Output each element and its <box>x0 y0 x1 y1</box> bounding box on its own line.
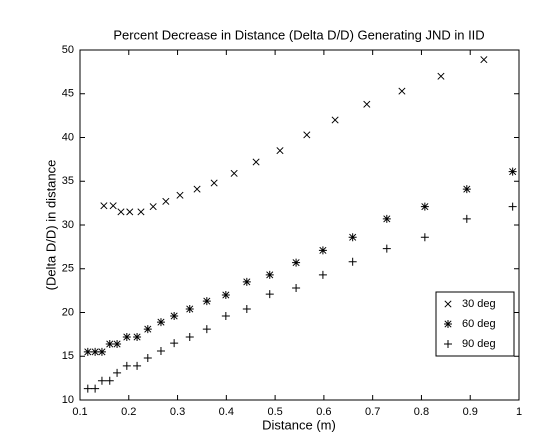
scatter-point <box>363 100 371 108</box>
scatter-point <box>122 361 131 370</box>
scatter-point <box>265 290 274 299</box>
scatter-point <box>170 339 179 348</box>
scatter-point <box>97 347 106 356</box>
x-tick-label: 0.3 <box>170 406 185 418</box>
scatter-point <box>420 202 429 211</box>
scatter-point <box>242 305 251 313</box>
scatter-point <box>292 258 301 267</box>
scatter-point <box>143 354 152 362</box>
scatter-point <box>420 233 429 242</box>
scatter-point <box>202 297 211 306</box>
scatter-point <box>252 158 260 166</box>
legend-label: 90 deg <box>462 338 496 350</box>
scatter-point <box>508 167 517 176</box>
x-tick-label: 1 <box>516 406 522 418</box>
x-tick-label: 0.4 <box>219 406 234 418</box>
scatter-point <box>113 368 122 377</box>
scatter-point <box>133 361 142 370</box>
scatter-point <box>170 312 179 320</box>
x-tick-label: 0.7 <box>365 406 380 418</box>
scatter-point <box>83 384 92 393</box>
scatter-point <box>185 333 194 341</box>
scatter-point <box>303 131 311 139</box>
scatter-point <box>202 325 211 334</box>
scatter-point <box>122 333 131 341</box>
scatter-point <box>480 56 488 64</box>
scatter-point <box>156 347 165 355</box>
scatter-point <box>437 72 445 80</box>
scatter-point <box>318 246 327 255</box>
y-tick-label: 15 <box>62 350 74 362</box>
scatter-point <box>133 333 142 341</box>
scatter-point <box>508 202 517 211</box>
x-tick-label: 0.8 <box>414 406 429 418</box>
scatter-point <box>105 376 114 385</box>
y-axis-label: (Delta D/D) in distance <box>43 160 58 291</box>
x-tick-label: 0.9 <box>463 406 478 418</box>
x-tick-label: 0.5 <box>267 406 282 418</box>
x-tick-label: 0.1 <box>72 406 87 418</box>
scatter-point <box>156 318 165 327</box>
y-tick-label: 50 <box>62 44 74 56</box>
scatter-point <box>143 325 152 334</box>
scatter-point <box>265 270 274 279</box>
scatter-point <box>97 376 106 385</box>
scatter-point <box>105 340 114 348</box>
x-axis-label: Distance (m) <box>262 417 336 432</box>
scatter-point <box>382 244 391 253</box>
scatter-point <box>276 147 284 155</box>
legend-label: 60 deg <box>462 318 496 330</box>
scatter-point <box>348 233 357 242</box>
y-tick-label: 40 <box>62 131 74 143</box>
chart-title: Percent Decrease in Distance (Delta D/D)… <box>113 27 484 42</box>
y-tick-label: 30 <box>62 219 74 231</box>
scatter-point <box>83 347 92 356</box>
scatter-point <box>137 208 145 216</box>
scatter-point <box>117 208 125 216</box>
legend-marker <box>444 300 452 308</box>
scatter-point <box>109 202 117 210</box>
scatter-point <box>462 214 471 223</box>
scatter-point <box>193 185 201 193</box>
scatter-point <box>176 191 184 199</box>
scatter-point <box>331 116 339 124</box>
scatter-point <box>113 340 122 348</box>
scatter-point <box>462 185 471 194</box>
scatter-point <box>348 257 357 266</box>
scatter-point <box>318 270 327 279</box>
scatter-point <box>149 203 157 211</box>
scatter-point <box>221 291 230 299</box>
scatter-point <box>100 202 108 210</box>
scatter-point <box>162 197 170 205</box>
y-tick-label: 35 <box>62 175 74 187</box>
scatter-point <box>91 384 100 393</box>
scatter-point <box>221 312 230 320</box>
scatter-point <box>292 284 301 292</box>
scatter-point <box>242 277 251 286</box>
x-tick-label: 0.2 <box>121 406 136 418</box>
y-tick-label: 20 <box>62 306 74 318</box>
scatter-point <box>91 347 100 356</box>
scatter-point <box>126 208 134 216</box>
legend-label: 30 deg <box>462 298 496 310</box>
y-tick-label: 45 <box>62 88 74 100</box>
scatter-point <box>185 305 194 313</box>
scatter-point <box>398 87 406 95</box>
scatter-point <box>382 214 391 223</box>
scatter-point <box>230 169 238 177</box>
x-tick-label: 0.6 <box>316 406 331 418</box>
y-tick-label: 10 <box>62 394 74 406</box>
y-tick-label: 25 <box>62 263 74 275</box>
legend-marker <box>444 340 452 348</box>
legend-marker <box>444 320 452 328</box>
scatter-point <box>210 179 218 187</box>
